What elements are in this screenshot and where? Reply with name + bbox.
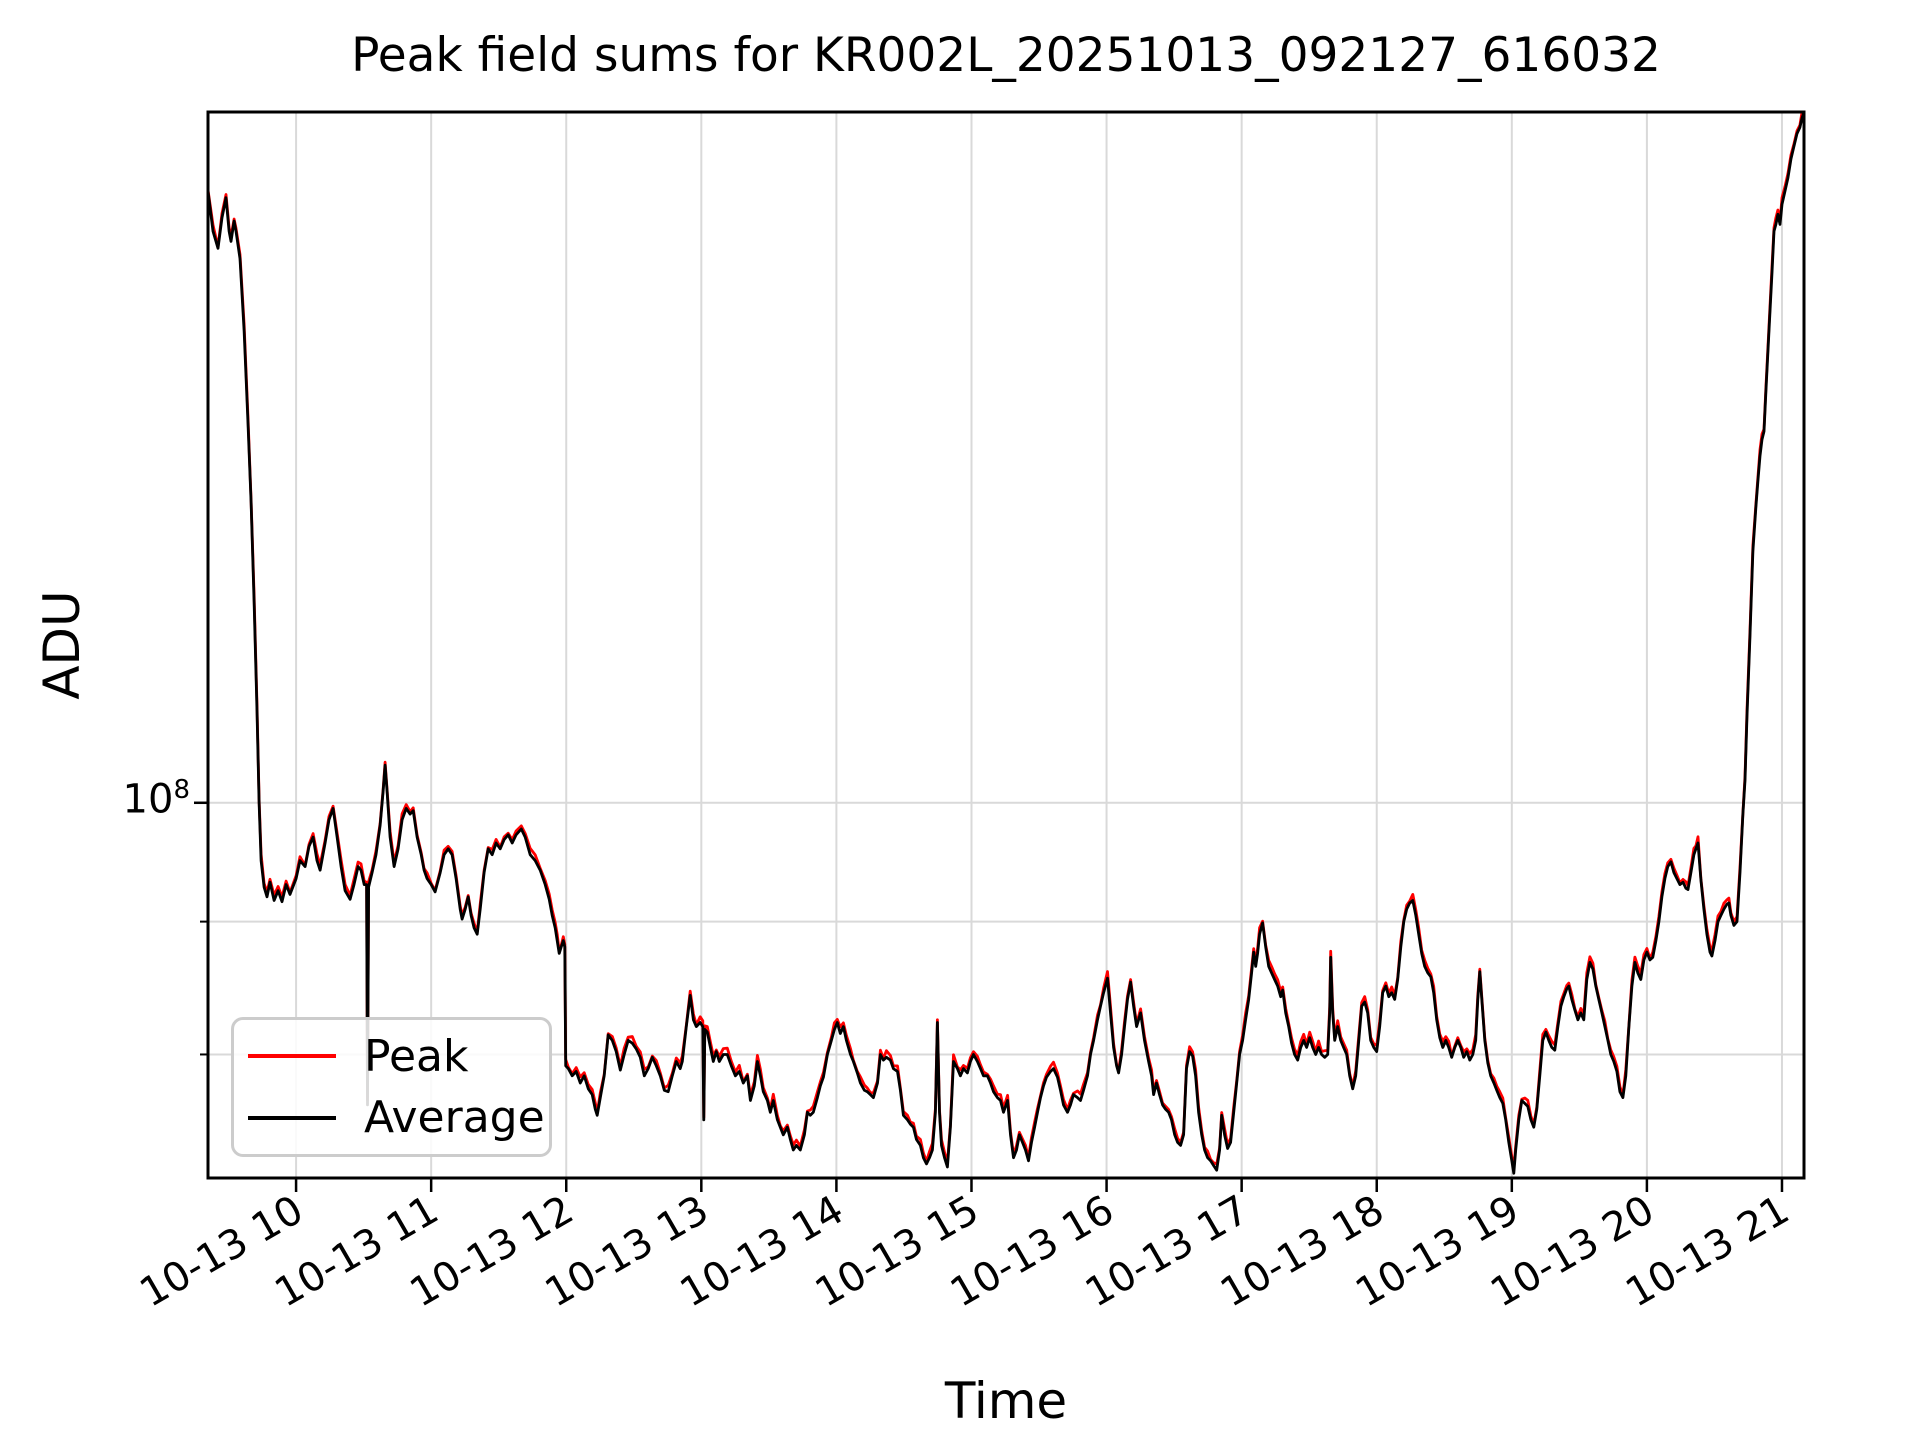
y-axis-label: ADU [33,590,91,700]
y-tick-label-1e8: 108 [90,775,190,822]
average-line [208,112,1804,1175]
peak-line-sample-icon [248,1054,336,1059]
legend: Peak Average [231,1017,552,1157]
x-axis-label: Time [944,1372,1068,1430]
legend-entry-average: Average [248,1092,549,1143]
average-line-sample-icon [248,1115,336,1120]
plot-frame [206,110,1806,1180]
peak-line [208,112,1804,1171]
y-tick-exponent: 8 [173,774,190,805]
chart-title: Peak field sums for KR002L_20251013_0921… [351,28,1661,83]
legend-entry-peak: Peak [248,1031,549,1082]
y-tick-base: 10 [122,776,174,823]
legend-label: Peak [364,1030,469,1082]
legend-label: Average [364,1092,545,1144]
